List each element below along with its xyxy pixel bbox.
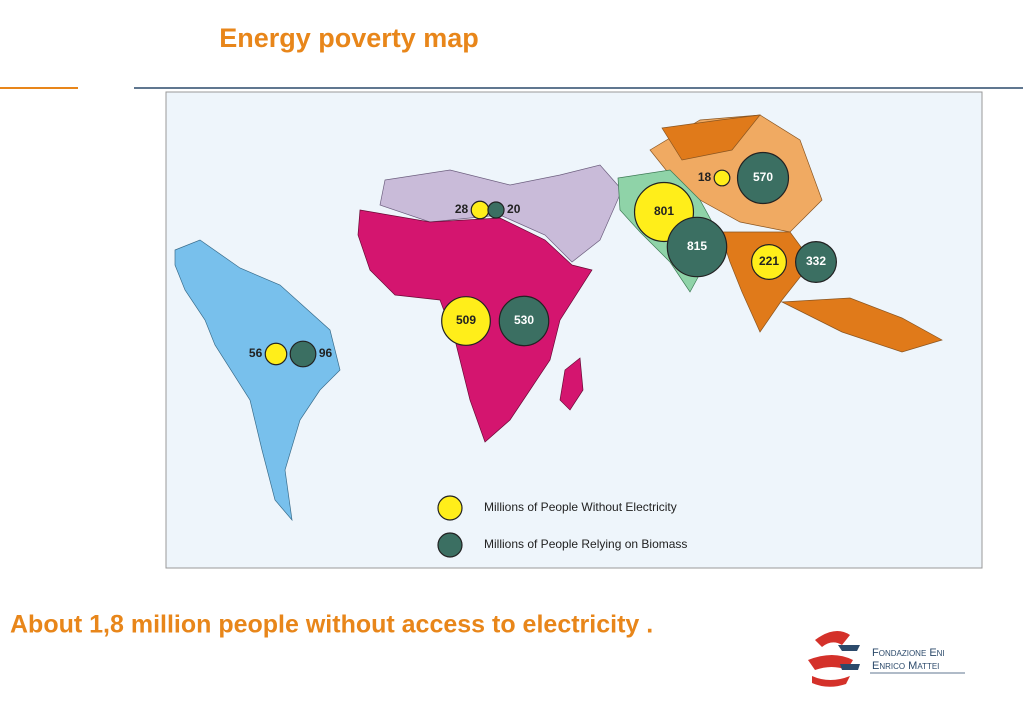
bubble [713, 169, 731, 187]
bubble [487, 201, 505, 219]
madagascar [559, 357, 584, 411]
bubble [666, 216, 728, 278]
logo-mark-blue [838, 645, 860, 670]
bubble [441, 296, 491, 346]
bubble-label: 530 [514, 313, 534, 327]
bubble-label: 96 [319, 346, 333, 360]
bubble [795, 241, 837, 283]
southeast-asia [719, 231, 813, 333]
bubble [751, 244, 787, 280]
bubble [470, 200, 490, 220]
bubble-label: 570 [753, 170, 773, 184]
bubble [289, 340, 317, 368]
logo-line1: Fondazione Eni [872, 647, 945, 659]
bubble-label: 509 [456, 313, 476, 327]
bubble-label: 18 [698, 170, 712, 184]
bubble [736, 151, 790, 205]
south-america [174, 239, 341, 522]
bubble [264, 342, 288, 366]
mongolia [661, 114, 761, 161]
statement: About 1,8 million people without access … [10, 611, 653, 639]
islands [780, 297, 943, 353]
legend-swatch [437, 532, 463, 558]
legend-label: Millions of People Without Electricity [484, 500, 677, 514]
bubble-label: 56 [249, 346, 263, 360]
logo-line2: Enrico Mattei [872, 660, 939, 672]
title: Energy poverty map [219, 23, 479, 53]
bubble-label: 815 [687, 239, 707, 253]
map: 56 96 28 20 509 530 18 570 801 815 221 332 Millions … [165, 91, 983, 569]
logo: Fondazione Eni Enrico Mattei [808, 631, 965, 687]
bubble-label: 28 [455, 202, 469, 216]
bubble-label: 221 [759, 254, 779, 268]
logo-mark [808, 631, 853, 687]
bubble [498, 295, 550, 347]
legend-label: Millions of People Relying on Biomass [484, 537, 687, 551]
bubble-label: 801 [654, 204, 674, 218]
bubble-label: 332 [806, 254, 826, 268]
bubble-label: 20 [507, 202, 521, 216]
legend-swatch [437, 495, 463, 521]
